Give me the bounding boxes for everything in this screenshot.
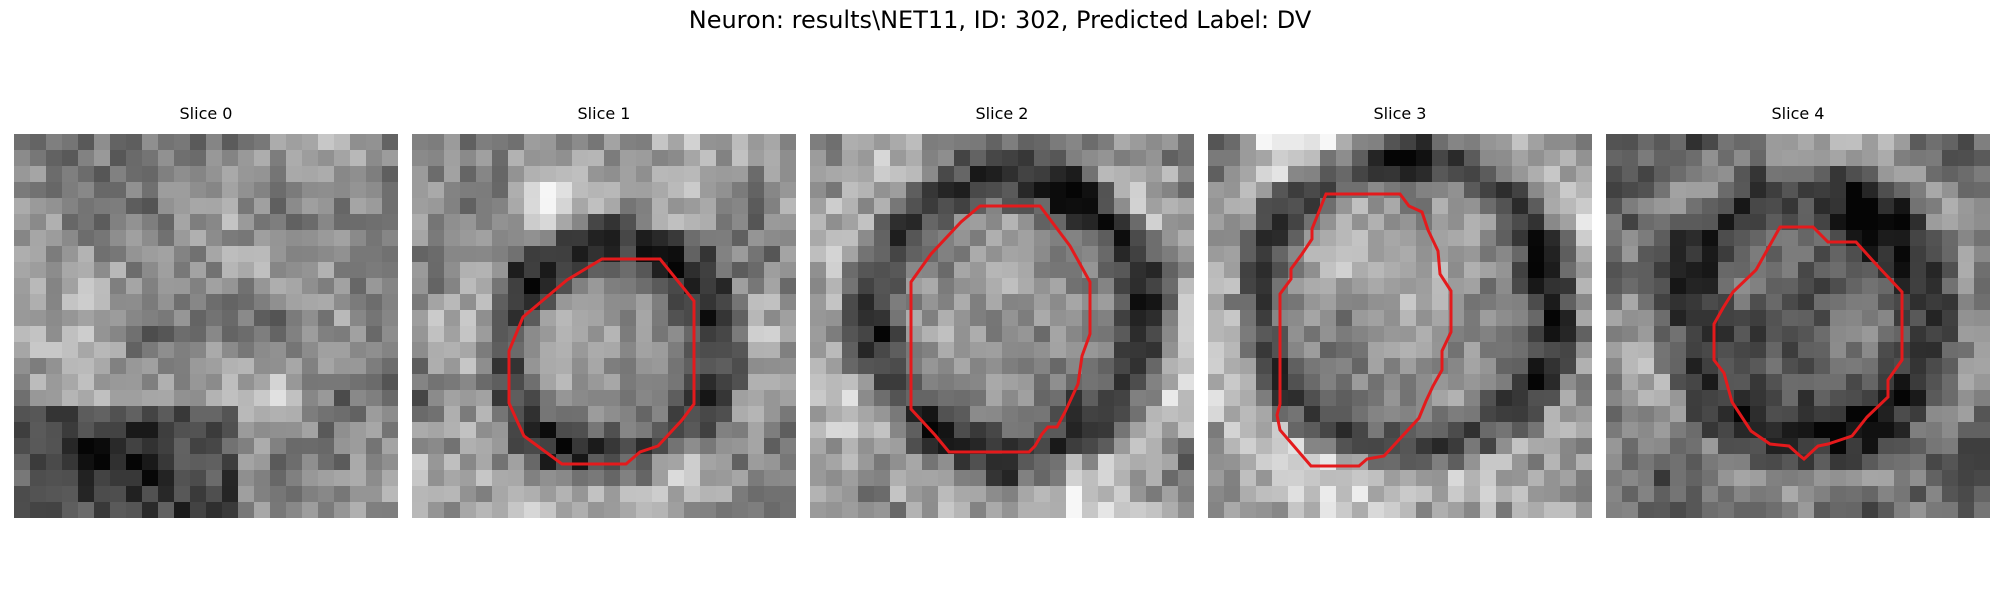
neuron-contour [507, 257, 696, 466]
neuron-contour [909, 204, 1092, 454]
neuron-contour [1275, 192, 1453, 468]
neuron-contour [1712, 225, 1904, 461]
slice-image-3 [1208, 134, 1592, 518]
slice-title: Slice 2 [975, 104, 1029, 123]
slice-title: Slice 4 [1771, 104, 1825, 123]
slice-image-1 [412, 134, 796, 518]
slice-image-2 [810, 134, 1194, 518]
slice-image-0 [14, 134, 398, 518]
slice-title: Slice 3 [1373, 104, 1427, 123]
figure-title: Neuron: results\NET11, ID: 302, Predicte… [688, 6, 1312, 34]
slice-title: Slice 1 [577, 104, 631, 123]
slice-title: Slice 0 [179, 104, 233, 123]
slice-image-4 [1606, 134, 1990, 518]
